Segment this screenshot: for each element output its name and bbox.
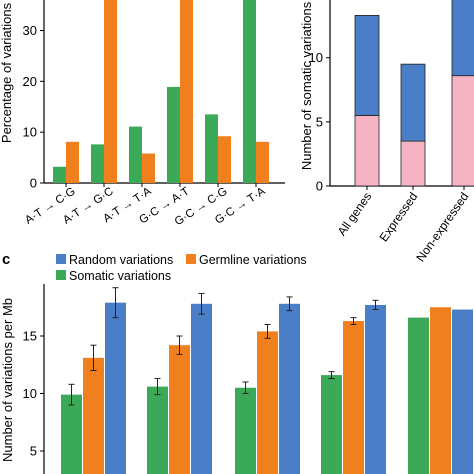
somatic-bar bbox=[321, 375, 342, 474]
variation-density-chart: c Number of variations per Mb Random var… bbox=[0, 251, 473, 474]
germline-bar bbox=[180, 0, 193, 183]
random-bar bbox=[191, 303, 212, 474]
germline-bar bbox=[83, 357, 104, 474]
y-tick-label: 15 bbox=[23, 329, 37, 344]
germline-bar bbox=[142, 153, 155, 183]
y-tick-label: 20 bbox=[23, 74, 37, 89]
gene-expression-ylabel: Number of somatic variations ( bbox=[299, 0, 314, 170]
germline-bar bbox=[256, 141, 269, 183]
y-tick-label: 10 bbox=[309, 50, 323, 65]
syn-segment bbox=[451, 0, 474, 77]
legend-label-random: Random variations bbox=[69, 253, 173, 267]
legend-label-germline: Germline variations bbox=[199, 253, 307, 267]
x-tick-label: Expressed bbox=[376, 190, 420, 244]
random-bar bbox=[279, 303, 300, 474]
y-tick-label: 10 bbox=[23, 386, 37, 401]
germline-bar bbox=[218, 136, 231, 183]
y-tick-label: 0 bbox=[316, 179, 323, 194]
somatic-bar bbox=[167, 86, 180, 183]
legend-swatch-random bbox=[56, 254, 66, 264]
random-bar bbox=[365, 304, 386, 474]
germline-bar bbox=[257, 331, 278, 474]
y-tick-label: 0 bbox=[30, 176, 37, 191]
random-bar bbox=[452, 309, 473, 474]
x-tick-label: All genes bbox=[335, 190, 375, 238]
y-tick-label: 30 bbox=[23, 23, 37, 38]
legend-swatch-germline bbox=[186, 254, 196, 264]
somatic-bar bbox=[129, 126, 142, 183]
variation-density-ylabel: Number of variations per Mb bbox=[0, 298, 15, 462]
legend-swatch-somatic bbox=[56, 270, 66, 280]
y-tick-label: 5 bbox=[316, 114, 323, 129]
somatic-bar bbox=[53, 166, 66, 183]
syn-segment bbox=[400, 63, 426, 142]
y-tick-label: 10 bbox=[23, 125, 37, 140]
mutation-spectrum-ylabel: Percentage of variations bbox=[0, 2, 14, 143]
x-tick-label: Non-expressed bbox=[413, 190, 471, 265]
somatic-bar bbox=[91, 144, 104, 183]
syn-segment bbox=[354, 14, 380, 116]
somatic-bar bbox=[205, 114, 218, 183]
somatic-bar bbox=[235, 387, 256, 474]
y-tick-label: 5 bbox=[30, 444, 37, 459]
panel-label-c: c bbox=[2, 251, 10, 268]
nonsyn-segment bbox=[354, 115, 380, 187]
somatic-bar bbox=[147, 386, 168, 474]
germline-bar bbox=[169, 345, 190, 474]
germline-bar bbox=[104, 0, 117, 183]
somatic-bar bbox=[243, 0, 256, 183]
somatic-bar bbox=[61, 394, 82, 474]
gene-expression-chart: Number of somatic variations ( 0 5 10 All g… bbox=[299, 0, 474, 264]
somatic-bar bbox=[408, 317, 429, 474]
germline-bar bbox=[430, 307, 451, 474]
legend-label-somatic: Somatic variations bbox=[69, 269, 171, 283]
germline-bar bbox=[66, 141, 79, 183]
random-bar bbox=[105, 302, 126, 474]
nonsyn-segment bbox=[400, 140, 426, 187]
legend: Random variations Germline variations So… bbox=[56, 253, 307, 283]
germline-bar bbox=[343, 321, 364, 474]
nonsyn-segment bbox=[451, 75, 474, 187]
